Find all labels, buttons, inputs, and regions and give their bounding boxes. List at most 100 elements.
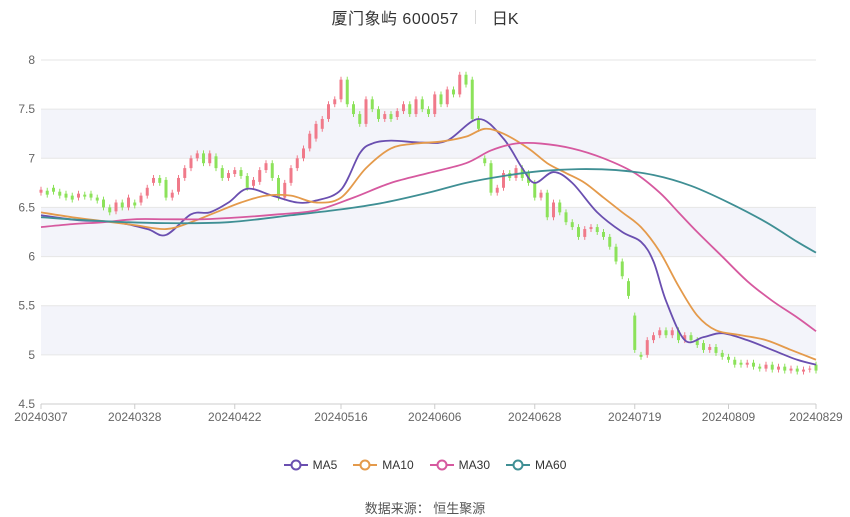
candle-body — [283, 182, 287, 198]
legend-label-ma60: MA60 — [535, 458, 567, 472]
y-tick-label: 8 — [28, 53, 35, 67]
grid-band — [41, 109, 816, 159]
candle-body — [39, 189, 43, 193]
legend-label-ma30: MA30 — [458, 458, 491, 472]
candle-body — [689, 335, 693, 341]
y-tick-label: 5.5 — [18, 299, 35, 313]
candle-body — [377, 109, 380, 119]
candle-body — [358, 114, 362, 124]
candle-body — [558, 202, 562, 213]
candle-body — [208, 153, 212, 164]
candle-body — [477, 118, 480, 129]
candle-body — [595, 227, 599, 232]
candle-body — [645, 340, 649, 355]
candle-body — [89, 193, 93, 198]
candle-body — [758, 366, 762, 369]
candle-body — [70, 195, 74, 200]
candle-body — [814, 364, 818, 371]
candle-body — [320, 118, 324, 129]
legend-marker-ma60 — [506, 459, 531, 471]
candle-body — [177, 177, 180, 192]
legend-item-ma5[interactable]: MA5 — [283, 458, 337, 472]
candle-body — [252, 179, 255, 186]
candle-body — [189, 158, 193, 169]
legend-item-ma30[interactable]: MA30 — [429, 458, 491, 472]
candle-body — [464, 74, 468, 85]
candle-body — [670, 330, 674, 336]
candle-body — [302, 148, 305, 159]
candle-body — [58, 191, 62, 196]
candle-body — [752, 362, 755, 367]
candle-body — [102, 199, 105, 208]
candle-body — [408, 104, 412, 115]
y-tick-label: 6 — [28, 250, 35, 264]
candle-body — [289, 168, 293, 183]
candle-body — [539, 192, 543, 198]
candle-body — [364, 99, 368, 124]
candle-body — [133, 202, 137, 206]
x-tick-label: 20240606 — [408, 410, 462, 424]
candle-body — [227, 173, 230, 178]
candle-body — [214, 156, 218, 169]
candle-body — [614, 246, 618, 262]
legend-label-ma10: MA10 — [382, 458, 414, 472]
period-label: 日K — [491, 11, 519, 28]
candle-body — [533, 182, 537, 198]
candle-body — [677, 330, 680, 341]
candle-body — [127, 197, 130, 208]
candle-body — [452, 89, 455, 95]
candle-body — [277, 177, 280, 198]
candle-body — [552, 202, 555, 218]
candle-body — [783, 366, 787, 371]
candle-body — [152, 177, 155, 183]
candle-body — [577, 227, 580, 237]
candle-body — [164, 179, 168, 198]
candle-body — [470, 79, 474, 119]
candle-body — [77, 193, 80, 198]
candle-body — [745, 362, 749, 365]
candle-body — [402, 104, 405, 112]
x-tick-label: 20240328 — [108, 410, 162, 424]
candle-body — [314, 123, 318, 139]
data-source: 数据来源： 恒生聚源 — [364, 501, 486, 516]
candle-body — [777, 366, 780, 370]
candle-body — [420, 99, 424, 110]
chart-title: 厦门象屿 600057 日K — [0, 6, 850, 28]
candle-body — [720, 352, 724, 357]
legend-marker-ma10 — [353, 459, 378, 471]
x-tick-label: 20240422 — [208, 410, 262, 424]
candle-body — [308, 133, 312, 149]
ma60-line — [40, 168, 817, 254]
candle-body — [664, 330, 668, 336]
candle-body — [608, 236, 612, 247]
candle-body — [658, 330, 662, 336]
candle-body — [45, 190, 49, 195]
candle-body — [389, 114, 393, 119]
x-tick-label: 20240307 — [14, 410, 68, 424]
candle-body — [795, 368, 799, 372]
x-tick-label: 20240516 — [314, 410, 368, 424]
x-tick-label: 20240719 — [608, 410, 662, 424]
candle-body — [733, 359, 737, 365]
candle-body — [514, 168, 518, 178]
candle-body — [64, 193, 68, 198]
candle-body — [258, 170, 262, 182]
candle-body — [295, 158, 299, 169]
ma30-line — [40, 141, 817, 332]
candle-body — [633, 315, 637, 350]
legend-item-ma60[interactable]: MA60 — [506, 458, 566, 472]
candle-body — [764, 364, 768, 369]
candle-body — [802, 369, 805, 372]
candle-body — [414, 99, 418, 115]
candle-body — [602, 232, 605, 237]
candle-body — [195, 153, 199, 159]
legend-item-ma10[interactable]: MA10 — [353, 458, 414, 472]
candle-body — [170, 192, 174, 198]
y-tick-label: 4.5 — [18, 397, 35, 411]
candle-body — [264, 163, 268, 171]
candle-body — [570, 222, 574, 228]
candle-body — [233, 170, 237, 175]
candle-body — [808, 368, 812, 370]
candlestick-chart: 4.5 5 5.5 6 6.5 7 7.5 8 20240307 20240328 20240422… — [14, 53, 843, 424]
candle-body — [270, 163, 274, 178]
